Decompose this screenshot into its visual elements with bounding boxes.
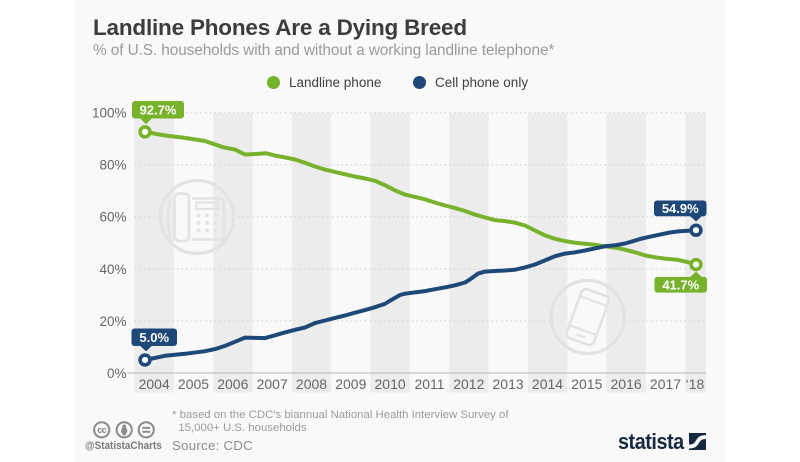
svg-text:40%: 40% bbox=[99, 262, 126, 277]
svg-text:2016: 2016 bbox=[611, 376, 642, 392]
svg-text:2011: 2011 bbox=[414, 376, 444, 392]
svg-text:2014: 2014 bbox=[532, 376, 563, 392]
svg-text:2009: 2009 bbox=[335, 376, 366, 392]
svg-text:54.9%: 54.9% bbox=[662, 201, 699, 216]
svg-text:2015: 2015 bbox=[571, 376, 602, 392]
svg-text:2007: 2007 bbox=[257, 376, 288, 392]
svg-text:80%: 80% bbox=[99, 158, 126, 173]
svg-text:2012: 2012 bbox=[453, 376, 484, 392]
svg-text:2010: 2010 bbox=[375, 376, 406, 392]
svg-text:2017: 2017 bbox=[650, 376, 681, 392]
svg-text:cc: cc bbox=[97, 425, 107, 436]
svg-text:0%: 0% bbox=[107, 366, 127, 381]
svg-text:2004: 2004 bbox=[139, 376, 170, 392]
svg-text:‘18: ‘18 bbox=[686, 376, 705, 392]
svg-text:41.7%: 41.7% bbox=[662, 277, 699, 292]
svg-text:100%: 100% bbox=[92, 106, 127, 121]
svg-text:2013: 2013 bbox=[493, 376, 524, 392]
svg-text:20%: 20% bbox=[99, 314, 126, 329]
svg-text:5.0%: 5.0% bbox=[139, 330, 169, 345]
svg-text:92.7%: 92.7% bbox=[140, 102, 177, 117]
svg-text:2008: 2008 bbox=[296, 376, 327, 392]
svg-text:60%: 60% bbox=[99, 210, 126, 225]
svg-text:2005: 2005 bbox=[178, 376, 209, 392]
svg-text:2006: 2006 bbox=[217, 376, 248, 392]
